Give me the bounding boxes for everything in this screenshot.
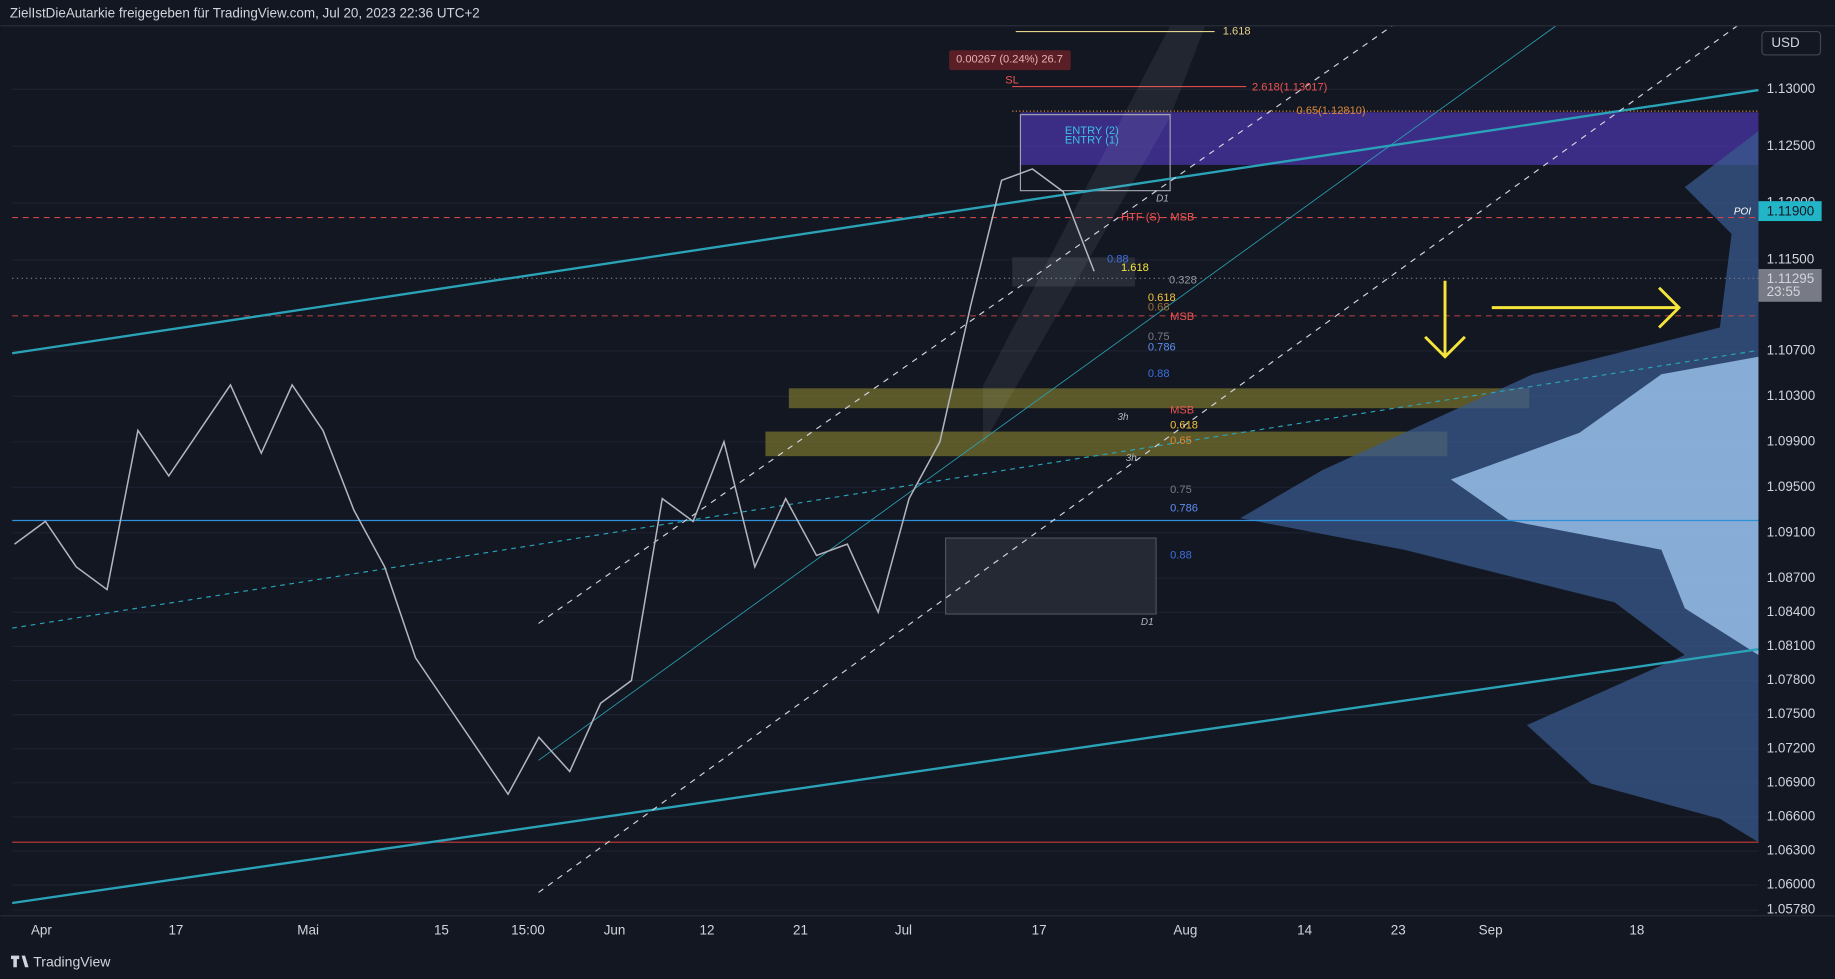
annotations: 1.618 0.00267 (0.24%) 26.7 SL 2.618(1.13017… bbox=[956, 26, 1366, 628]
volume-profile bbox=[1450, 356, 1759, 656]
annotation: 1.618 bbox=[1223, 26, 1251, 38]
y-tick-label: 1.09900 bbox=[1767, 433, 1816, 448]
x-axis: Apr 17 Mai 15 15:00 Jun 12 21 Jul 17 Aug 14 23 Sep 18 bbox=[31, 923, 1644, 938]
trend-line bbox=[538, 25, 1738, 893]
supply-zone bbox=[1020, 112, 1759, 165]
annotation: SL bbox=[1005, 75, 1019, 87]
y-tick-label: 1.10700 bbox=[1767, 342, 1816, 357]
price-tag-label: 1.11900 bbox=[1767, 203, 1815, 218]
x-tick-label: 17 bbox=[168, 923, 183, 938]
channel-line bbox=[12, 648, 1759, 905]
x-tick-label: 12 bbox=[699, 923, 714, 938]
annotation: 0.88 bbox=[1148, 368, 1170, 380]
y-tick-label: 1.12500 bbox=[1767, 138, 1816, 153]
x-tick-label: Sep bbox=[1479, 923, 1503, 938]
y-tick-label: 1.08400 bbox=[1767, 604, 1816, 619]
y-tick-label: 1.06000 bbox=[1767, 877, 1816, 892]
x-tick-label: 17 bbox=[1032, 923, 1047, 938]
y-tick-label: 1.13000 bbox=[1767, 81, 1816, 96]
annotation: MSB bbox=[1170, 311, 1194, 323]
price-series bbox=[14, 168, 1095, 796]
annotation: 0.65(1.12810) bbox=[1296, 105, 1365, 117]
y-tick-label: 1.06900 bbox=[1767, 774, 1816, 789]
annotation: HTF (S) - MSB bbox=[1121, 211, 1194, 223]
box bbox=[1012, 257, 1136, 287]
annotation: 0.00267 (0.24%) 26.7 bbox=[956, 54, 1063, 66]
annotation: 0.618 bbox=[1170, 420, 1198, 432]
y-tick-label: 1.06300 bbox=[1767, 843, 1816, 858]
y-tick-label: 1.06600 bbox=[1767, 808, 1816, 823]
box bbox=[944, 537, 1157, 615]
y-tick-label: 1.09500 bbox=[1767, 479, 1816, 494]
x-tick-label: 15:00 bbox=[511, 923, 545, 938]
y-tick-label: 1.09100 bbox=[1767, 524, 1816, 539]
trend-line bbox=[538, 25, 1393, 624]
channel-line bbox=[538, 25, 1557, 761]
x-tick-label: 15 bbox=[434, 923, 449, 938]
footer-brand: TradingView bbox=[33, 953, 111, 969]
logo bbox=[11, 955, 29, 968]
arrow bbox=[1424, 280, 1466, 359]
currency-button[interactable] bbox=[1761, 30, 1822, 56]
annotation: ENTRY (1) bbox=[1065, 134, 1119, 146]
annotation: 1.618 bbox=[1121, 262, 1149, 274]
annotation: 0.75 bbox=[1170, 484, 1192, 496]
y-tick-label: 1.08700 bbox=[1767, 570, 1816, 585]
price-tag bbox=[1758, 201, 1822, 222]
y-tick-label: 1.07800 bbox=[1767, 672, 1816, 687]
y-tick-label: 1.08100 bbox=[1767, 638, 1816, 653]
annotation: 0.618 bbox=[1148, 292, 1176, 304]
measure-box bbox=[949, 50, 1071, 71]
channel-line bbox=[12, 350, 1756, 629]
annotation: 0.88 bbox=[1107, 254, 1129, 266]
header-title: ZielIstDieAutarkie freigegeben für Tradi… bbox=[10, 6, 480, 21]
annotation: 0.68 bbox=[1148, 302, 1170, 314]
x-tick-label: Jul bbox=[895, 923, 912, 938]
y-tick-label: 1.10300 bbox=[1767, 388, 1816, 403]
x-tick-label: Mai bbox=[297, 923, 319, 938]
x-tick-label: 14 bbox=[1297, 923, 1312, 938]
annotation: 0.786 bbox=[1170, 503, 1198, 515]
y-axis: 1.130001.125001.120001.115001.107001.103… bbox=[1767, 81, 1816, 917]
price-line bbox=[14, 168, 1095, 796]
annotation: 3h bbox=[1126, 453, 1138, 464]
last-price-tag bbox=[1758, 269, 1822, 302]
price-axis bbox=[1758, 25, 1835, 948]
annotation: 2.618(1.13017) bbox=[1252, 82, 1328, 94]
annotation: MSB bbox=[1170, 404, 1194, 416]
demand-zone bbox=[788, 388, 1530, 409]
channel-line bbox=[12, 88, 1759, 355]
annotation: 0.786 bbox=[1148, 341, 1176, 353]
annotation: D1 bbox=[1156, 193, 1169, 204]
y-tick-label: 1.05780 bbox=[1767, 902, 1816, 917]
demand-zone bbox=[765, 431, 1448, 457]
x-tick-label: Apr bbox=[31, 923, 52, 938]
x-tick-label: 21 bbox=[793, 923, 808, 938]
footer bbox=[0, 947, 1835, 979]
annotation: 0.75 bbox=[1148, 331, 1170, 343]
x-tick-label: 23 bbox=[1391, 923, 1406, 938]
grid bbox=[12, 88, 1759, 911]
annotation: 0.88 bbox=[1170, 550, 1192, 562]
arrow bbox=[1491, 286, 1682, 329]
y-tick-label: 1.11500 bbox=[1767, 251, 1815, 266]
annotation: 0.328 bbox=[1169, 275, 1197, 287]
annotation: ENTRY (2) bbox=[1065, 125, 1119, 137]
x-tick-label: Jun bbox=[604, 923, 626, 938]
x-tick-label: Aug bbox=[1173, 923, 1197, 938]
y-tick-label: 1.07200 bbox=[1767, 740, 1816, 755]
annotation: 3h bbox=[1118, 412, 1130, 423]
poi-label: POI bbox=[1734, 206, 1751, 217]
y-tick-label: 1.07500 bbox=[1767, 706, 1816, 721]
channel-band bbox=[983, 25, 1206, 445]
annotation: 0.65 bbox=[1170, 435, 1192, 447]
last-price: 1.11295 bbox=[1767, 271, 1815, 286]
x-tick-label: 18 bbox=[1629, 923, 1644, 938]
currency[interactable]: USD bbox=[1771, 35, 1800, 50]
countdown: 23:55 bbox=[1767, 284, 1801, 299]
annotation: D1 bbox=[1141, 617, 1154, 628]
